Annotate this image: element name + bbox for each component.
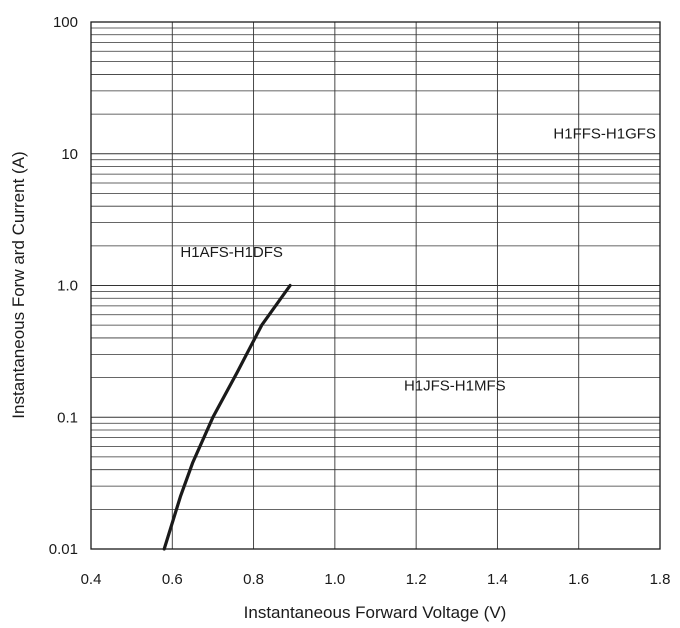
x-tick-labels: 0.4 0.6 0.8 1.0 1.2 1.4 1.6 1.8 bbox=[81, 571, 671, 588]
x-tick-label: 1.8 bbox=[650, 571, 671, 588]
x-tick-label: 0.4 bbox=[81, 571, 102, 588]
x-tick-label: 0.8 bbox=[243, 571, 264, 588]
y-tick-label: 100 bbox=[53, 14, 78, 31]
y-tick-label: 0.1 bbox=[57, 409, 78, 426]
plot-border bbox=[90, 21, 661, 550]
y-tick-labels: 0.01 0.1 1.0 10 100 bbox=[49, 14, 78, 558]
series-line bbox=[162, 283, 292, 551]
x-tick-label: 0.6 bbox=[162, 571, 183, 588]
series-annotation: H1JFS-H1MFS bbox=[404, 377, 506, 394]
annotations: H1FFS-H1GFS H1AFS-H1DFS H1JFS-H1MFS bbox=[180, 126, 656, 395]
y-axis-label: Instantaneous Forw ard Current (A) bbox=[9, 151, 28, 418]
plot-frame bbox=[90, 21, 661, 550]
grid bbox=[90, 22, 661, 550]
y-tick-label: 0.01 bbox=[49, 541, 78, 558]
series-layer bbox=[162, 283, 292, 551]
x-tick-label: 1.2 bbox=[406, 571, 427, 588]
y-tick-label: 10 bbox=[61, 146, 78, 163]
y-tick-label: 1.0 bbox=[57, 278, 78, 295]
x-tick-label: 1.4 bbox=[487, 571, 508, 588]
x-tick-label: 1.6 bbox=[568, 571, 589, 588]
x-tick-label: 1.0 bbox=[324, 571, 345, 588]
series-annotation: H1FFS-H1GFS bbox=[553, 126, 656, 143]
series-annotation: H1AFS-H1DFS bbox=[180, 244, 283, 261]
x-axis-label: Instantaneous Forward Voltage (V) bbox=[244, 603, 507, 622]
